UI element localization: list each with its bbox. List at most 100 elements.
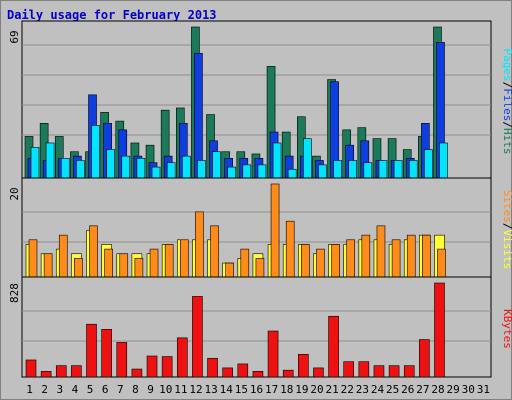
bar-pages-day-22 (348, 160, 358, 179)
bar-pages-day-27 (424, 149, 433, 179)
bar-kbytes-day-3 (55, 365, 67, 378)
x-tick-day-18: 18 (280, 383, 293, 396)
x-tick-day-31: 31 (477, 383, 490, 396)
bar-sites-day-19 (301, 244, 310, 278)
bar-pages-day-19 (303, 138, 312, 179)
x-tick-day-22: 22 (341, 383, 354, 396)
bar-kbytes-day-7 (116, 342, 128, 378)
x-tick-day-14: 14 (220, 383, 234, 396)
ylabel-part-hits: Hits (501, 128, 512, 155)
bar-sites-day-16 (255, 258, 265, 278)
bar-kbytes-day-14 (222, 367, 233, 378)
x-tick-day-6: 6 (102, 383, 109, 396)
x-tick-day-5: 5 (87, 383, 94, 396)
bar-sites-day-7 (119, 253, 129, 278)
chart-title: Daily usage for February 2013 (7, 8, 217, 22)
bar-kbytes-day-21 (328, 315, 339, 378)
x-tick-day-30: 30 (462, 383, 475, 396)
bar-sites-day-14 (225, 262, 234, 278)
panel-visits-sites-ylabel: Sites/Visits (501, 190, 512, 270)
bar-pages-day-11 (181, 155, 191, 179)
bar-pages-day-26 (408, 160, 418, 179)
bar-sites-day-1 (28, 239, 38, 278)
bar-sites-day-20 (316, 248, 325, 278)
x-tick-day-26: 26 (401, 383, 414, 396)
bar-kbytes-day-19 (298, 353, 309, 378)
bar-pages-day-20 (318, 164, 327, 179)
x-tick-day-2: 2 (41, 383, 48, 396)
bar-pages-day-21 (333, 160, 342, 179)
bar-pages-day-3 (60, 158, 70, 179)
ylabel-part-visits: Visits (501, 230, 512, 270)
bar-pages-day-14 (227, 166, 236, 179)
x-tick-day-25: 25 (386, 383, 399, 396)
bar-sites-day-5 (89, 225, 98, 278)
panel-kbytes-ymax-label: 828 (8, 283, 21, 303)
bar-kbytes-day-4 (71, 365, 82, 378)
ylabel-separator: / (501, 223, 512, 230)
bar-pages-day-23 (363, 162, 373, 179)
x-tick-day-24: 24 (371, 383, 385, 396)
bar-sites-day-15 (240, 248, 250, 278)
ylabel-part-pages: Pages (501, 49, 512, 82)
bar-sites-day-9 (149, 248, 159, 278)
bar-kbytes-day-20 (313, 367, 324, 378)
bar-sites-day-13 (210, 225, 219, 278)
bar-sites-day-8 (134, 258, 144, 278)
bar-sites-day-3 (58, 234, 68, 278)
bar-kbytes-day-9 (146, 355, 158, 378)
ylabel-part-sites: Sites (501, 190, 512, 223)
bar-pages-day-15 (242, 164, 252, 179)
bar-kbytes-day-12 (192, 296, 203, 378)
x-tick-day-23: 23 (356, 383, 369, 396)
x-tick-day-10: 10 (159, 383, 172, 396)
bar-pages-day-13 (212, 151, 221, 179)
bar-sites-day-4 (74, 258, 83, 278)
bar-pages-day-28 (439, 142, 448, 179)
bar-kbytes-day-5 (86, 323, 97, 378)
bar-kbytes-day-24 (373, 365, 385, 378)
bar-kbytes-day-22 (343, 361, 355, 378)
bar-kbytes-day-15 (237, 363, 249, 378)
bar-pages-day-17 (272, 142, 282, 179)
ylabel-separator: / (501, 82, 512, 89)
x-tick-day-27: 27 (416, 383, 429, 396)
x-tick-day-8: 8 (132, 383, 139, 396)
bar-pages-day-12 (197, 160, 206, 179)
x-tick-day-29: 29 (447, 383, 460, 396)
bar-pages-day-18 (287, 168, 297, 179)
x-tick-day-1: 1 (26, 383, 33, 396)
x-tick-day-21: 21 (326, 383, 339, 396)
ylabel-part-files: Files (501, 88, 512, 121)
bar-pages-day-7 (121, 155, 131, 179)
bar-sites-day-26 (406, 234, 416, 278)
bar-sites-day-24 (376, 225, 386, 278)
bar-kbytes-day-8 (131, 368, 143, 378)
bar-sites-day-22 (346, 239, 356, 278)
bar-kbytes-day-17 (267, 330, 279, 378)
bar-sites-day-18 (285, 220, 295, 278)
x-tick-day-20: 20 (310, 383, 323, 396)
bar-kbytes-day-18 (282, 369, 294, 378)
bar-sites-day-12 (195, 211, 204, 278)
x-tick-day-3: 3 (57, 383, 64, 396)
bar-kbytes-day-23 (358, 361, 370, 378)
bar-pages-day-10 (166, 162, 176, 179)
bar-pages-day-1 (30, 147, 40, 179)
bar-sites-day-2 (43, 253, 53, 278)
bar-kbytes-day-13 (207, 357, 218, 378)
panel-hits-files-pages-ylabel: Pages/Files/Hits (501, 49, 512, 155)
panel-hits-files-pages-ymax-label: 69 (8, 30, 21, 43)
bar-kbytes-day-11 (176, 337, 188, 378)
bar-kbytes-day-16 (252, 371, 264, 378)
bar-sites-day-21 (331, 244, 340, 278)
x-tick-day-11: 11 (174, 383, 187, 396)
bar-pages-day-4 (76, 160, 85, 179)
bar-pages-day-9 (151, 166, 161, 179)
bar-sites-day-17 (270, 183, 280, 278)
bar-pages-day-24 (378, 160, 388, 179)
bar-sites-day-10 (164, 244, 174, 278)
bar-sites-day-28 (437, 248, 446, 278)
